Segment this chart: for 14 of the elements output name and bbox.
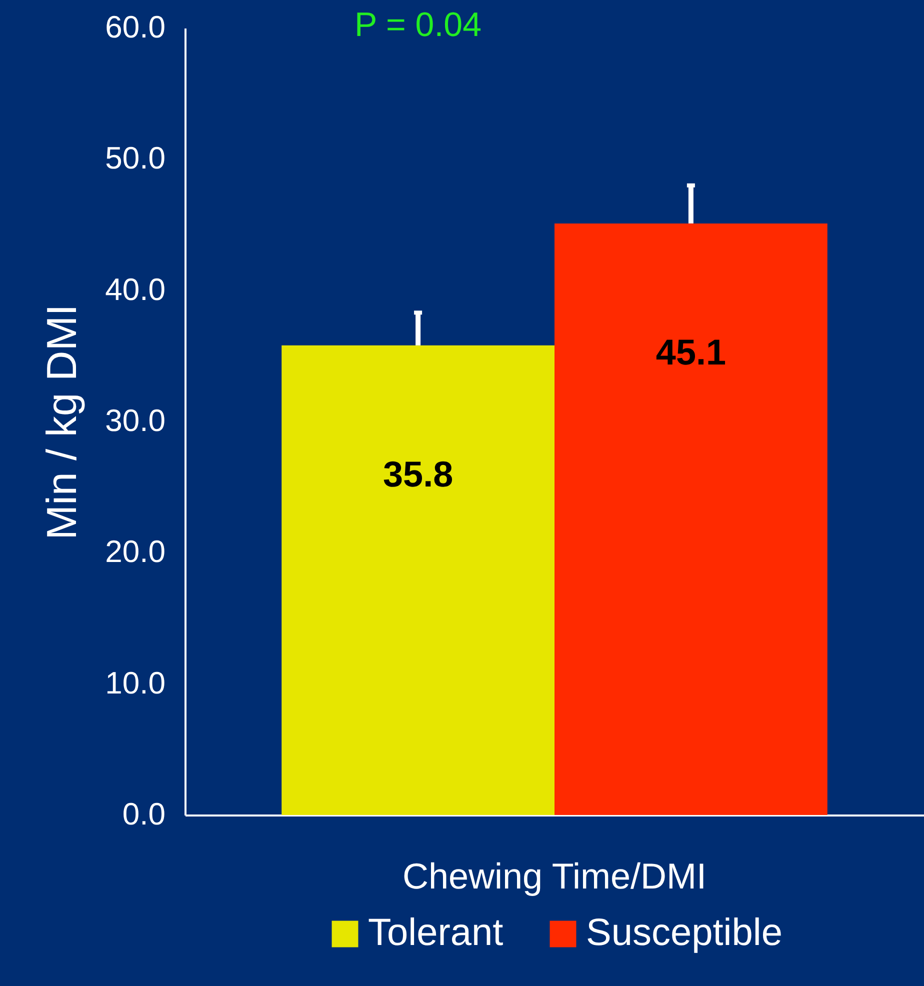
y-tick-label: 10.0 xyxy=(105,665,166,700)
y-tick-label: 50.0 xyxy=(105,140,166,176)
legend-label: Tolerant xyxy=(368,912,504,954)
y-axis-title: Min / kg DMI xyxy=(38,304,86,540)
annotation: P = 0.04 xyxy=(354,6,482,44)
y-tick-label: 60.0 xyxy=(105,10,166,44)
data-label: 35.8 xyxy=(383,453,454,494)
y-tick-label: 0.0 xyxy=(122,796,166,832)
y-tick-label: 20.0 xyxy=(105,534,166,570)
y-tick-label: 40.0 xyxy=(105,272,166,307)
y-tick-label: 30.0 xyxy=(105,403,166,438)
data-label: 45.1 xyxy=(656,331,726,372)
legend-label: Susceptible xyxy=(586,912,782,954)
x-tick-label: Chewing Time/DMI xyxy=(402,856,707,896)
